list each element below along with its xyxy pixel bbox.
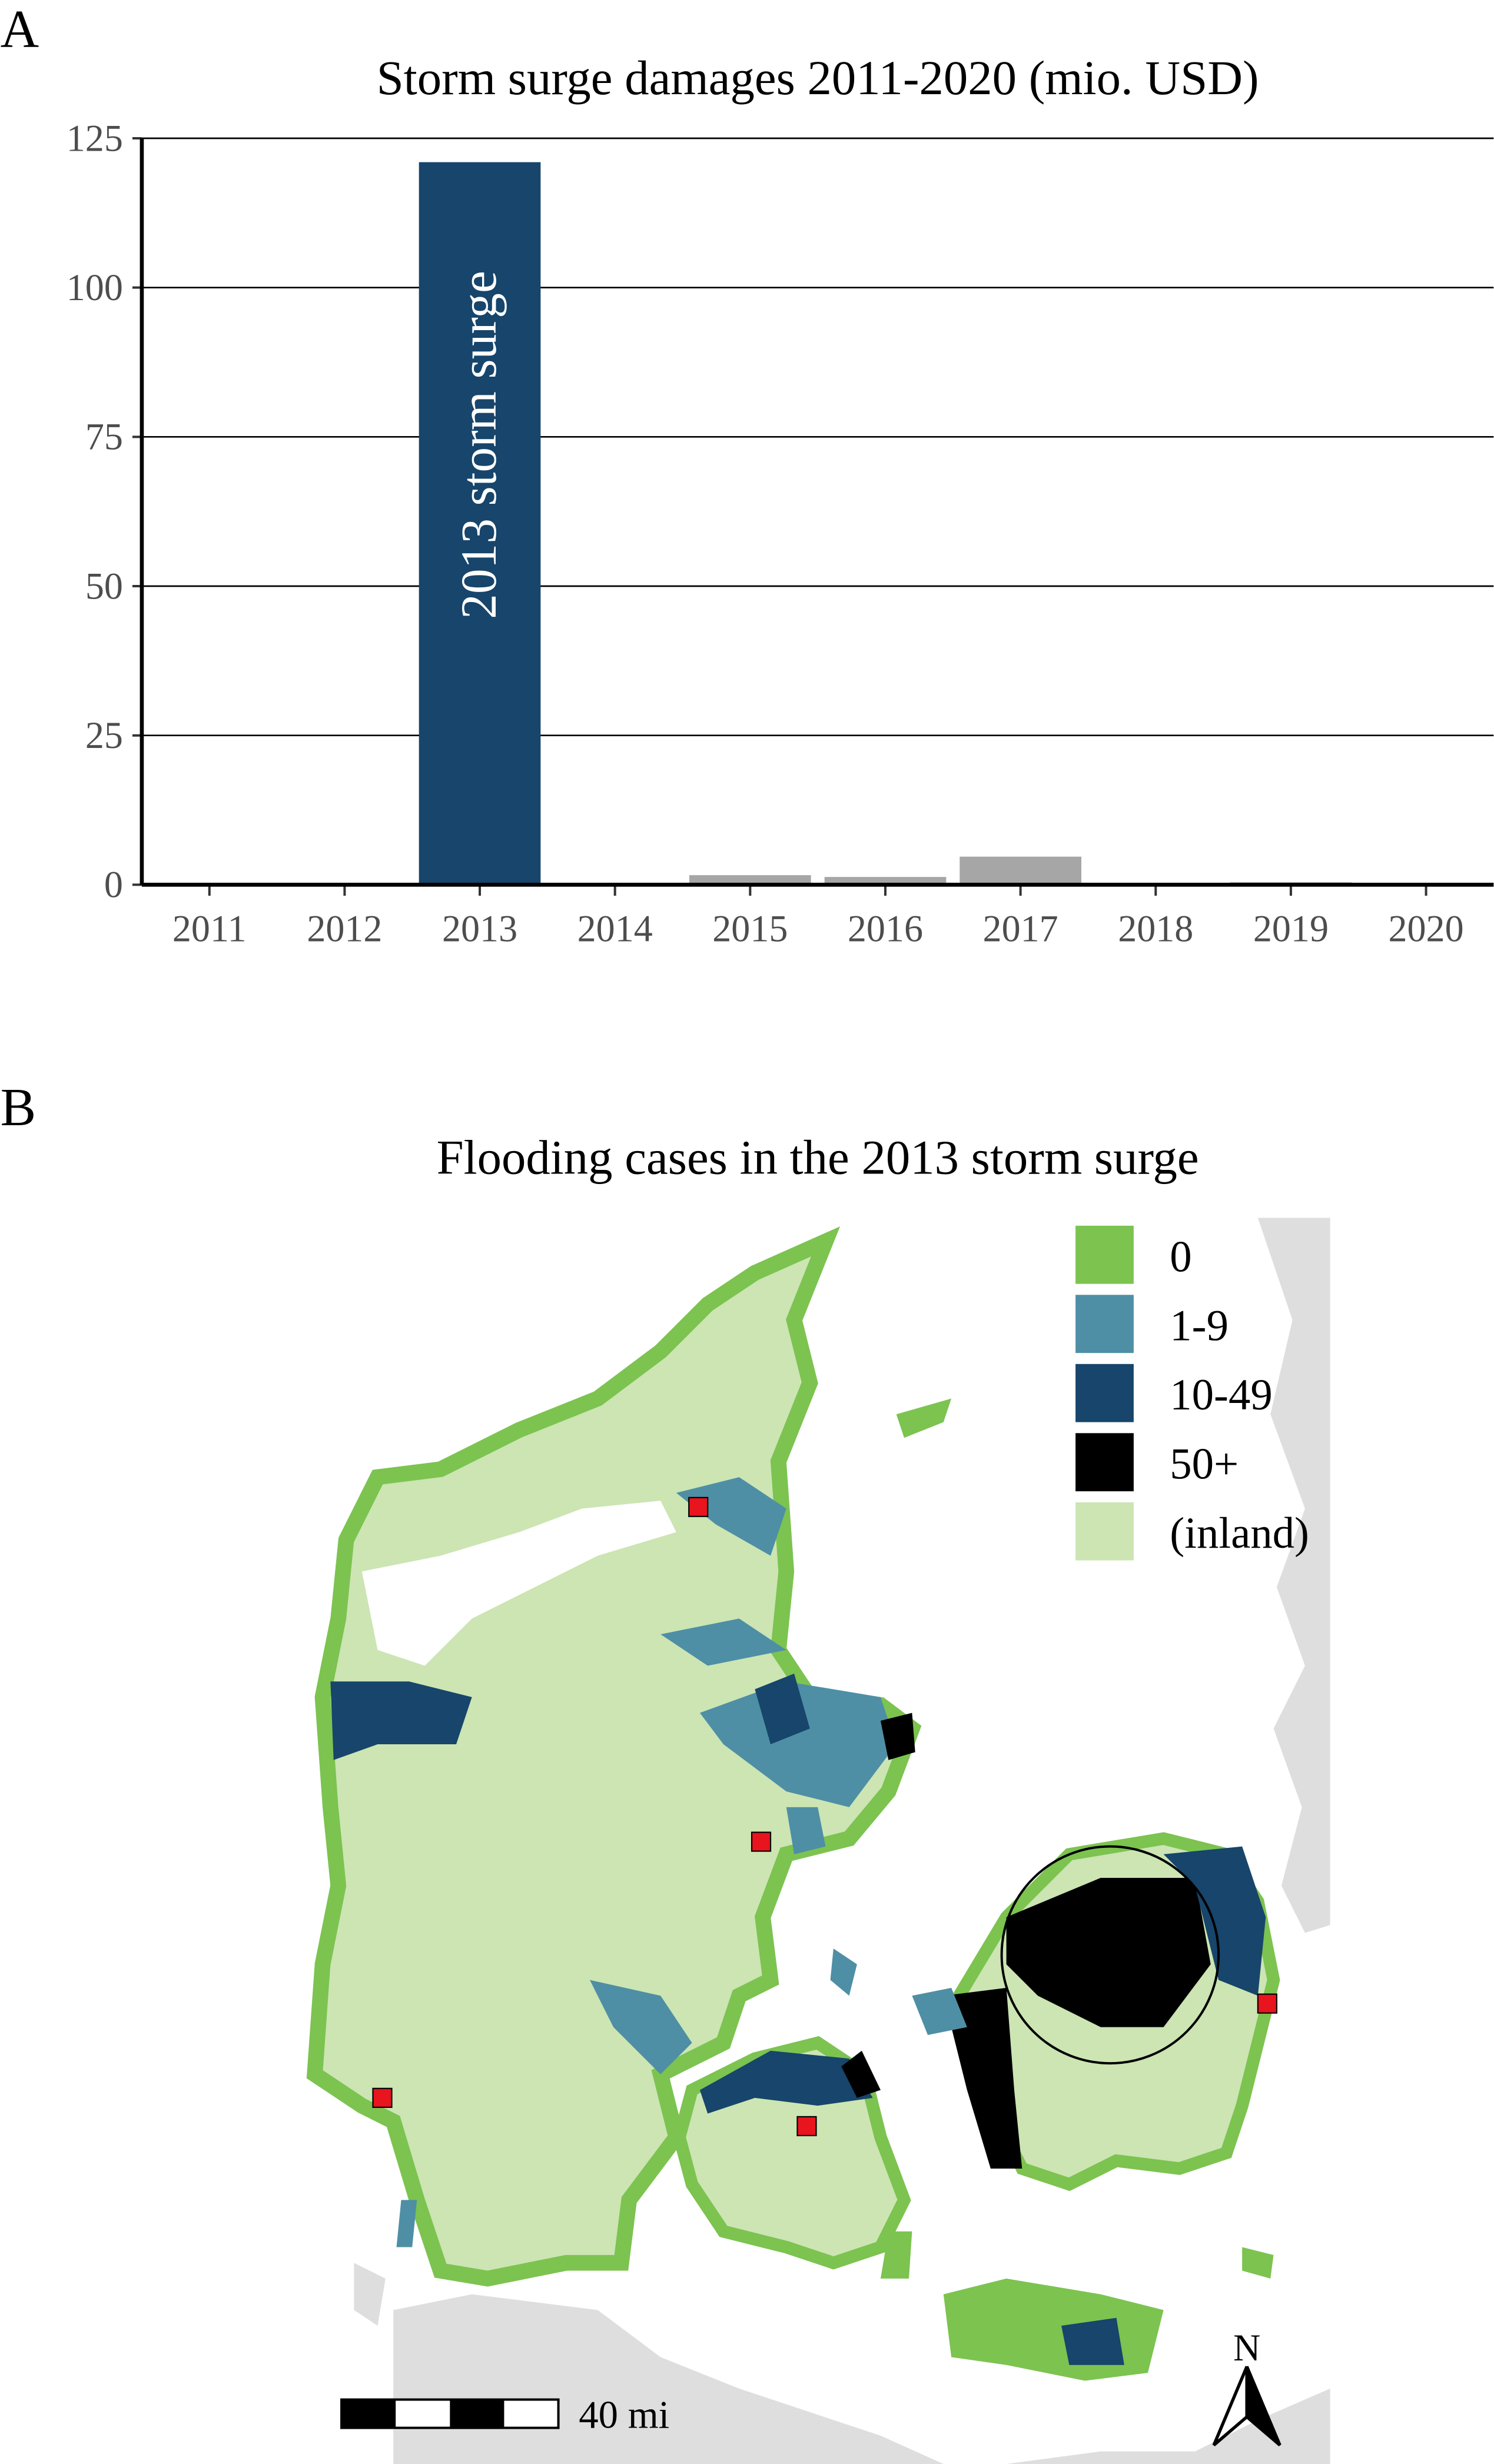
bar-annotation: 2013 storm surge <box>451 271 507 619</box>
island <box>880 2231 912 2279</box>
bar-2013 <box>419 162 541 885</box>
scale-bar-segment <box>450 2399 504 2428</box>
region-10-49 <box>699 2050 873 2114</box>
city-marker <box>372 2087 393 2108</box>
germany-land <box>393 2294 944 2464</box>
legend-label: 1-9 <box>1170 1302 1229 1351</box>
bar-2015 <box>689 875 811 885</box>
scale-bar-segment <box>341 2399 396 2428</box>
legend-label: 10-49 <box>1170 1371 1272 1419</box>
y-tick-label: 75 <box>85 416 123 458</box>
legend-swatch <box>1075 1433 1134 1492</box>
y-tick-label: 0 <box>104 864 123 906</box>
x-tick-label: 2016 <box>848 907 923 949</box>
region-50plus <box>943 1987 1022 2169</box>
island <box>830 1948 857 1996</box>
map-title: Flooding cases in the 2013 storm surge <box>437 1130 1199 1185</box>
panel-a-label: A <box>1 0 39 59</box>
region-10-49 <box>755 1673 810 1745</box>
limfjord <box>361 1501 676 1666</box>
x-tick-label: 2020 <box>1388 907 1463 949</box>
map <box>306 1218 1330 2464</box>
x-tick-label: 2013 <box>442 907 517 949</box>
scale-bar: 40 mi <box>340 2394 669 2437</box>
sweden-south-land <box>1006 2388 1330 2464</box>
city-marker <box>1257 1993 1277 2014</box>
region-1-9 <box>912 1987 967 2036</box>
y-tick-label: 25 <box>85 714 123 756</box>
region-50plus <box>880 1713 915 1760</box>
island-grey <box>354 2263 386 2326</box>
legend-label: 50+ <box>1170 1440 1239 1489</box>
region-1-9 <box>660 1618 786 1666</box>
region-10-49 <box>330 1681 472 1760</box>
island <box>1242 2247 1274 2279</box>
region-1-9 <box>676 1477 786 1556</box>
legend-swatch <box>1075 1225 1134 1284</box>
x-tick-label: 2012 <box>307 907 382 949</box>
legend-swatch <box>1075 1502 1134 1561</box>
x-tick-label: 2017 <box>983 907 1058 949</box>
scale-bar-label: 40 mi <box>579 2394 669 2437</box>
island <box>396 2200 417 2247</box>
region-50plus <box>1006 1877 1211 2027</box>
x-tick-label: 2015 <box>712 907 788 949</box>
highlight-circle <box>1000 1845 1220 2065</box>
region-10-49 <box>1061 2317 1124 2365</box>
city-marker <box>688 1497 709 1517</box>
y-tick-label: 100 <box>67 267 123 308</box>
legend-label: 0 <box>1170 1232 1191 1281</box>
x-tick-label: 2014 <box>577 907 653 949</box>
x-tick-label: 2019 <box>1253 907 1329 949</box>
y-tick-label: 125 <box>67 117 123 159</box>
legend-swatch <box>1075 1295 1134 1354</box>
north-label: N <box>1233 2327 1260 2369</box>
map-legend: 0 1-9 10-49 50+ (inland) <box>1075 1225 1309 1561</box>
lolland <box>943 2278 1164 2381</box>
panel-b-label: B <box>1 1078 36 1137</box>
city-markers <box>372 1497 1277 2136</box>
region-10-49 <box>1163 1846 1266 1996</box>
legend-swatch <box>1075 1364 1134 1422</box>
y-tick-label: 50 <box>85 565 123 607</box>
bar-2017 <box>960 856 1081 885</box>
sweden-land <box>1257 1218 1330 1933</box>
island-anholt <box>896 1398 952 1438</box>
north-arrow-icon: N <box>1212 2327 1281 2446</box>
city-marker <box>796 2116 817 2136</box>
x-tick-label: 2018 <box>1118 907 1193 949</box>
island <box>786 1807 826 1854</box>
chart-title: Storm surge damages 2011-2020 (mio. USD) <box>377 51 1259 105</box>
city-marker <box>751 1831 772 1852</box>
region-1-9 <box>699 1681 897 1807</box>
legend-label: (inland) <box>1170 1509 1309 1558</box>
region-1-9 <box>589 1980 692 2074</box>
x-tick-label: 2011 <box>172 907 247 949</box>
bar-chart: 0 25 50 75 100 125 2011 2012 2013 storm surge 201… <box>67 117 1494 949</box>
